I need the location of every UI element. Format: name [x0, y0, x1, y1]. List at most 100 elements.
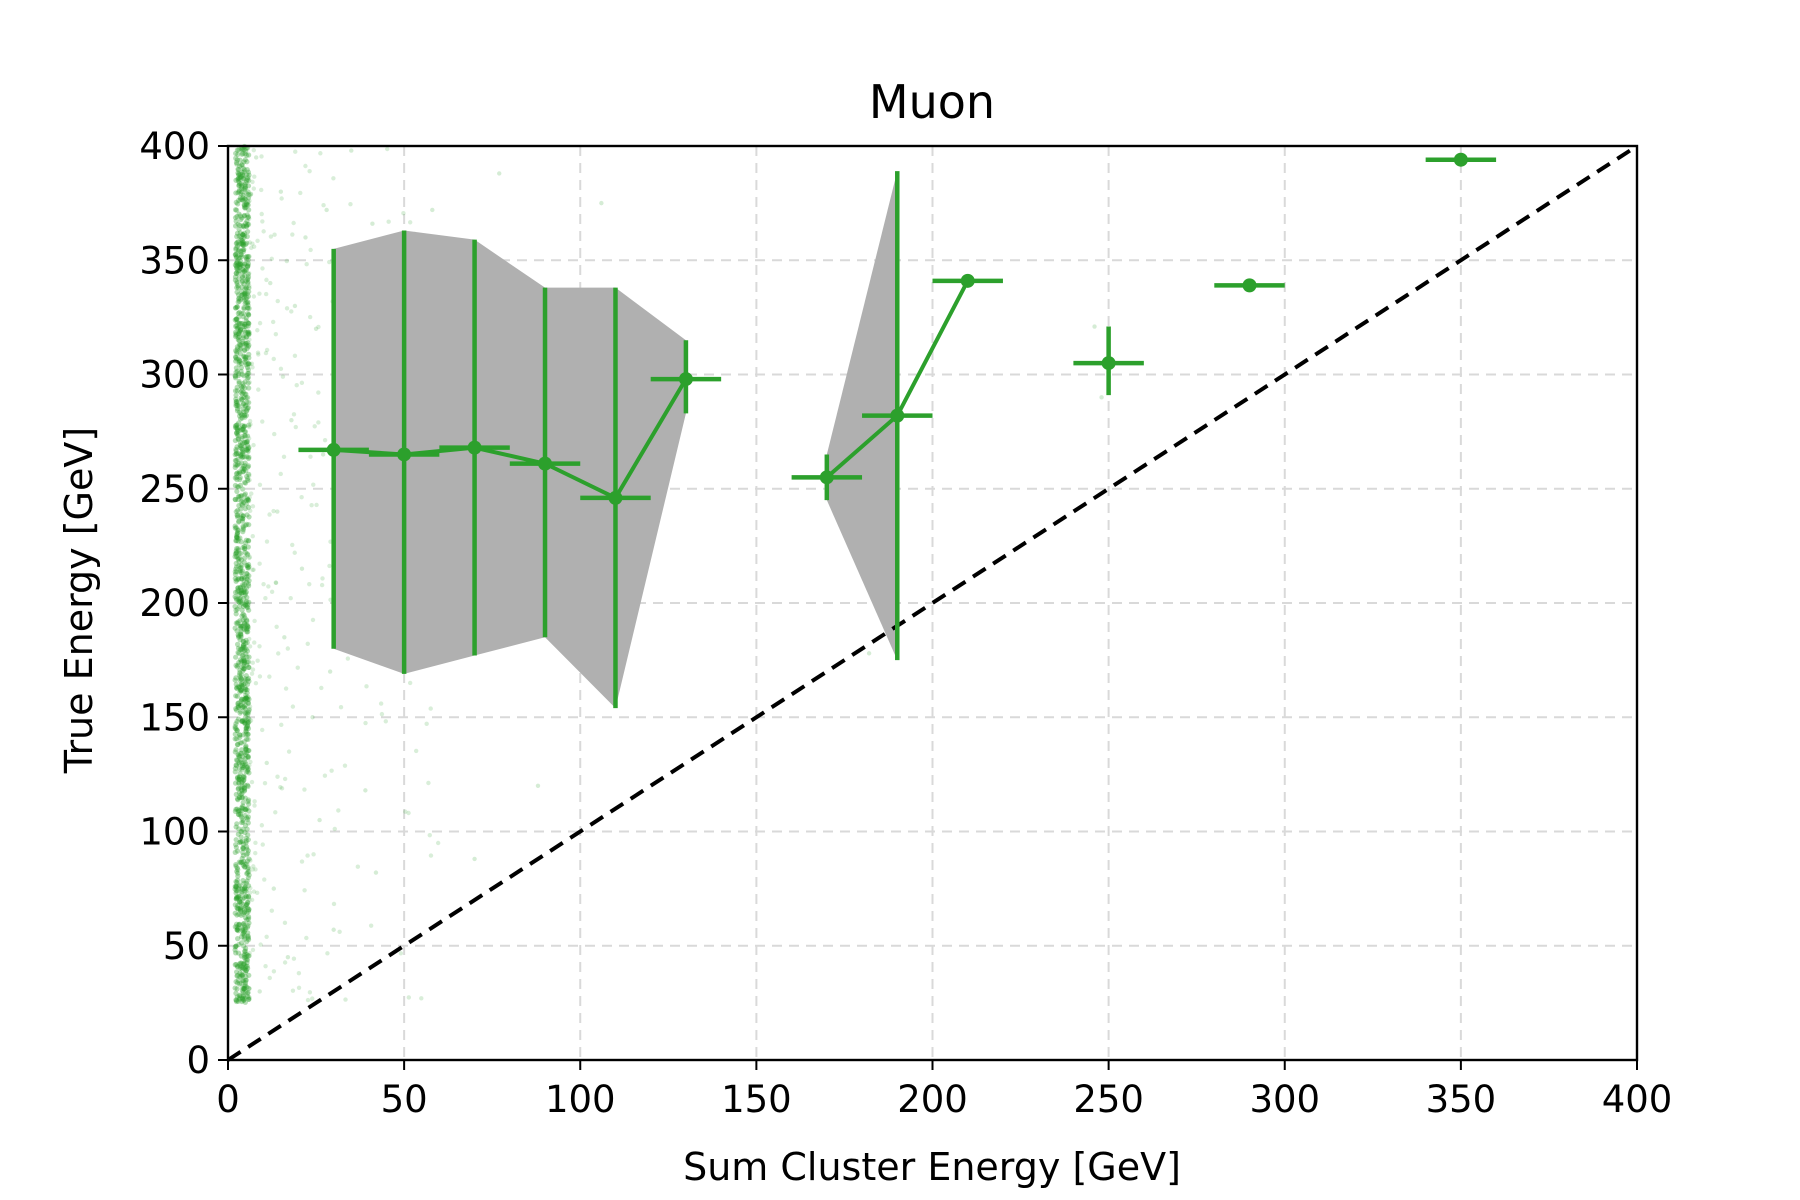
- scatter-point: [403, 809, 408, 814]
- scatter-point: [236, 334, 242, 340]
- scatter-point: [239, 238, 246, 244]
- scatter-point: [238, 659, 244, 665]
- scatter-point: [242, 759, 248, 765]
- scatter-point: [232, 910, 238, 916]
- scatter-point: [243, 391, 249, 397]
- scatter-point: [233, 707, 240, 713]
- scatter-point: [238, 252, 244, 258]
- scatter-point: [237, 907, 244, 913]
- scatter-point: [235, 170, 241, 176]
- scatter-point: [253, 840, 258, 846]
- scatter-point: [240, 383, 246, 389]
- scatter-point: [244, 648, 251, 654]
- scatter-point: [234, 251, 240, 257]
- scatter-point: [368, 923, 374, 928]
- scatter-point: [245, 280, 251, 286]
- scatter-point: [243, 540, 249, 546]
- scatter-point: [234, 157, 240, 163]
- scatter-point: [234, 531, 240, 538]
- scatter-point: [241, 788, 248, 794]
- scatter-point: [243, 468, 249, 474]
- scatter-point: [235, 496, 241, 503]
- scatter-point: [242, 965, 248, 971]
- scatter-point: [245, 604, 251, 610]
- scatter-point: [236, 550, 242, 557]
- scatter-point: [243, 223, 250, 229]
- scatter-point: [237, 255, 243, 261]
- scatter-point: [255, 350, 261, 355]
- scatter-point: [251, 889, 257, 894]
- scatter-point: [241, 224, 247, 230]
- scatter-point: [242, 480, 249, 486]
- scatter-point: [246, 664, 252, 670]
- scatter-point: [246, 808, 252, 814]
- scatter-point: [238, 839, 244, 845]
- scatter-point: [240, 263, 246, 269]
- scatter-point: [329, 768, 334, 773]
- scatter-point: [238, 687, 244, 693]
- scatter-point: [236, 859, 242, 865]
- scatter-point: [237, 646, 243, 652]
- scatter-point: [239, 320, 246, 326]
- scatter-point: [232, 464, 238, 470]
- scatter-point: [239, 146, 245, 153]
- scatter-point: [245, 404, 251, 411]
- scatter-point: [247, 495, 252, 500]
- scatter-point: [242, 884, 248, 890]
- scatter-point: [247, 555, 252, 561]
- scatter-point: [248, 508, 253, 514]
- scatter-point: [233, 566, 239, 572]
- scatter-point: [236, 599, 242, 605]
- scatter-point: [242, 696, 248, 702]
- scatter-point: [238, 564, 244, 570]
- scatter-point: [235, 645, 242, 651]
- scatter-point: [235, 998, 241, 1004]
- scatter-point: [342, 763, 348, 768]
- scatter-point: [234, 905, 240, 911]
- scatter-point: [246, 707, 252, 713]
- scatter-point: [234, 963, 241, 969]
- scatter-point: [238, 292, 244, 299]
- scatter-point: [244, 815, 250, 821]
- scatter-point: [235, 285, 242, 291]
- scatter-point: [245, 374, 251, 381]
- scatter-point: [240, 529, 246, 535]
- scatter-point: [245, 700, 251, 706]
- scatter-point: [244, 218, 250, 224]
- scatter-point: [241, 400, 247, 407]
- scatter-point: [243, 501, 249, 507]
- scatter-point: [245, 797, 252, 803]
- scatter-point: [244, 176, 251, 182]
- scatter-point: [279, 196, 284, 201]
- scatter-point: [245, 736, 251, 742]
- scatter-point: [238, 900, 244, 906]
- scatter-point: [251, 147, 256, 153]
- scatter-point: [245, 261, 251, 267]
- scatter-point: [235, 507, 241, 513]
- scatter-point: [314, 502, 319, 508]
- scatter-point: [282, 635, 287, 640]
- scatter-point: [242, 806, 248, 812]
- scatter-point: [263, 350, 269, 356]
- scatter-point: [239, 815, 245, 821]
- scatter-point: [241, 297, 247, 303]
- scatter-point: [238, 493, 244, 499]
- scatter-point: [237, 993, 243, 999]
- scatter-point: [245, 263, 251, 269]
- scatter-point: [234, 727, 240, 734]
- scatter-point: [235, 906, 242, 912]
- scatter-point: [234, 388, 240, 394]
- scatter-point: [238, 443, 244, 449]
- scatter-point: [244, 233, 250, 240]
- scatter-point: [233, 888, 240, 894]
- scatter-point: [238, 186, 245, 192]
- scatter-point: [238, 550, 244, 557]
- scatter-point: [238, 681, 245, 687]
- scatter-point: [233, 471, 240, 477]
- scatter-point: [241, 858, 247, 864]
- scatter-point: [243, 402, 249, 409]
- scatter-point: [250, 867, 255, 872]
- scatter-point: [327, 669, 333, 674]
- scatter-point: [242, 433, 248, 439]
